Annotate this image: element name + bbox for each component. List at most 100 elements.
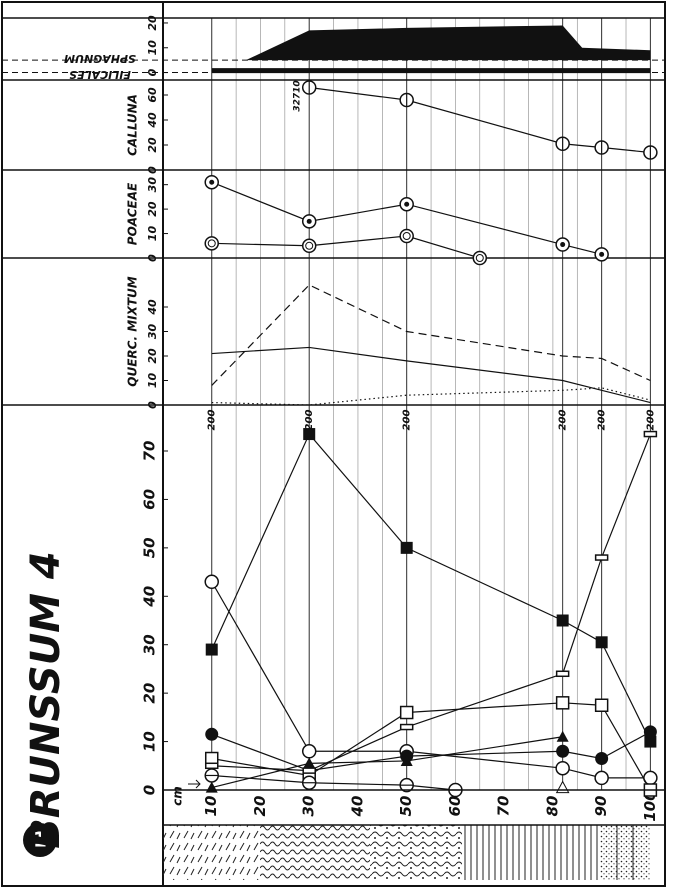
marker [303,428,316,441]
marker [301,214,317,229]
y-tick-label: 50 [141,537,159,558]
marker-shape [204,574,219,590]
marker-shape [303,757,316,769]
marker-detail [599,251,605,257]
marker-detail [305,241,314,250]
marker [301,775,317,790]
marker [594,698,609,713]
marker [301,80,317,95]
line [211,235,480,259]
y-tick-label: 10 [141,731,159,752]
y-tick-label: 20 [141,683,159,704]
marker-shape [643,430,658,438]
pollen-sum: 200 [597,410,608,431]
x-tick-label: 50 [397,796,415,817]
marker [204,762,219,770]
marker [399,705,414,720]
x-tick-label: 70 [495,796,513,817]
y-tick-label: 30 [146,324,159,340]
series-label: FILICALES [69,68,131,81]
marker [555,760,570,776]
line [211,702,651,791]
y-tick-label: 60 [146,87,159,103]
marker [205,727,219,741]
marker [643,145,658,160]
marker-shape [556,744,570,758]
marker-shape [301,238,317,254]
marker [556,744,570,758]
annotation: 32710 [293,80,303,111]
y-tick-label: 40 [146,299,159,316]
figure-number: 1 [33,828,47,852]
marker [399,92,414,108]
y-tick-label: 20 [146,15,159,31]
x-tick-label: 100 [641,790,659,821]
y-tick-label: 20 [146,137,159,153]
panel-label: QUERC. MIXTUM [126,276,140,387]
pollen-sum: 200 [558,410,569,431]
marker-shape [555,670,570,678]
y-tick-label: 70 [141,441,159,462]
panel-label: POACEAE [126,182,140,245]
line [211,284,651,386]
marker [643,725,657,739]
marker [594,247,609,262]
line [211,433,651,772]
marker-detail [475,254,484,262]
line [211,736,563,789]
marker-shape [400,754,413,766]
frame [1,1,666,887]
marker-shape [399,228,414,244]
marker [555,696,570,710]
marker-shape [595,636,608,649]
marker-detail [402,232,411,240]
y-tick-label: 20 [146,348,159,364]
marker [400,541,413,554]
marker [555,780,570,794]
y-tick-label: 0 [141,785,159,795]
marker-shape [399,705,414,720]
y-tick-label: 0 [146,166,159,174]
marker [399,196,414,212]
marker [595,636,608,649]
lithology [163,824,665,880]
x-axis-label: cm [171,786,185,806]
marker-shape [400,541,413,554]
y-tick-label: 30 [141,634,159,655]
figure-badge [23,823,57,857]
line [211,731,651,772]
marker [556,730,569,742]
marker-shape [643,725,657,739]
marker-shape [399,723,414,731]
x-tick-label: 20 [251,796,269,817]
line [211,432,651,742]
marker [556,614,569,627]
marker [400,754,413,766]
marker [555,136,570,151]
y-tick-label: 40 [146,112,159,129]
x-tick-label: 90 [592,796,610,817]
marker [594,554,609,561]
marker [555,670,570,678]
y-tick-label: 60 [141,489,159,510]
x-tick-label: 30 [300,796,318,817]
marker [643,430,658,438]
x-tick-label: 80 [543,796,561,817]
y-tick-label: 40 [141,586,159,608]
marker-shape [205,727,219,741]
line [211,774,456,791]
marker-shape [303,428,316,441]
marker-detail [306,218,312,224]
panel-label: CALLUNA [126,94,140,156]
marker-shape [301,744,317,759]
marker-shape [205,643,218,656]
x-tick-label: 60 [446,796,464,817]
series-label: SPHAGNUM [64,52,136,65]
marker-shape [302,767,316,774]
pollen-sum: 200 [207,410,218,431]
axis-arrow [188,779,201,789]
x-tick-label: 10 [202,796,220,817]
marker [399,777,414,793]
marker-shape [472,250,488,266]
